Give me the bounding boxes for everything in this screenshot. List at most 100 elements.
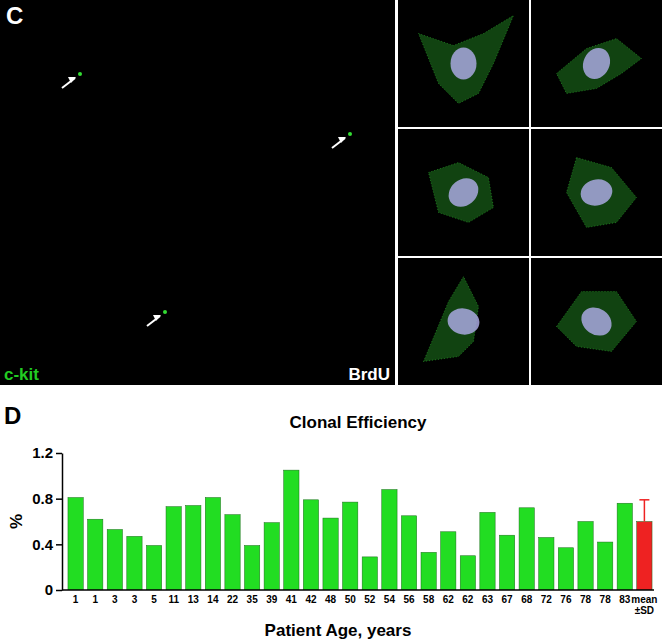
bar: [127, 536, 142, 590]
cell-body: [419, 16, 514, 104]
bar: [558, 548, 573, 590]
panel-label: C: [6, 2, 23, 29]
bar: [499, 535, 514, 590]
x-tick: 22: [227, 590, 239, 605]
bar: [441, 532, 456, 590]
x-tick: 83: [619, 590, 631, 605]
chart-title: Clonal Efficiency: [290, 413, 428, 432]
nucleus: [576, 302, 617, 342]
nucleus: [451, 48, 477, 80]
error-bar: [639, 500, 649, 522]
y-axis-line: [62, 454, 64, 591]
error-cap: [639, 499, 649, 501]
x-tick: 62: [443, 590, 455, 605]
bar: [68, 498, 83, 590]
y-tick: 0.8: [32, 490, 62, 507]
x-tick-label: 68: [521, 594, 533, 605]
cell-body: [429, 163, 494, 223]
x-tick: 58: [423, 590, 435, 605]
arrow: [332, 138, 345, 148]
x-tick: 52: [364, 590, 376, 605]
bar: [323, 518, 338, 590]
x-tick-label: 42: [305, 594, 317, 605]
panel-label: D: [4, 402, 21, 429]
bar: [421, 552, 436, 590]
y-tick: 0: [45, 581, 62, 598]
y-tick-mark: [56, 590, 62, 592]
image-tile: [531, 0, 662, 127]
x-tick: mean±SD: [631, 590, 657, 616]
x-tick: 14: [207, 590, 219, 605]
nucleus: [445, 306, 481, 337]
x-tick: 78: [600, 590, 612, 605]
y-tick-mark: [56, 453, 62, 455]
y-tick: 0.4: [32, 536, 62, 553]
bar: [598, 542, 613, 590]
cell-body: [557, 292, 637, 352]
cell-dot: [163, 310, 167, 314]
stain-label: BrdU: [348, 365, 390, 384]
x-axis: 1133511131422353941424850525456586262636…: [62, 590, 657, 616]
x-tick: 39: [266, 590, 278, 605]
x-tick: 41: [286, 590, 298, 605]
x-tick-label: 67: [502, 594, 514, 605]
bar: [637, 522, 652, 591]
arrow-head: [68, 77, 76, 83]
image-main: [0, 0, 395, 385]
bar: [244, 545, 259, 590]
bar: [460, 556, 475, 590]
x-tick-label: 72: [541, 594, 553, 605]
bar: [284, 470, 299, 590]
arrow-head: [153, 315, 161, 321]
x-tick: 50: [345, 590, 357, 605]
bar: [617, 503, 632, 590]
x-tick: 54: [384, 590, 396, 605]
x-tick: 1: [92, 590, 98, 605]
x-tick: 11: [168, 590, 179, 605]
tile-bg: [531, 129, 662, 256]
x-tick-label: mean±SD: [631, 594, 657, 616]
bar: [539, 537, 554, 590]
y-tick-label: 1.2: [32, 444, 53, 461]
bar: [382, 490, 397, 590]
cell-dot: [78, 72, 82, 76]
tile-bg: [531, 0, 662, 127]
x-tick-label: 5: [151, 594, 157, 605]
x-tick: 5: [151, 590, 157, 605]
bar: [519, 508, 534, 590]
image-tile: [398, 129, 529, 256]
x-tick: 1: [73, 590, 79, 605]
x-tick-label: 3: [112, 594, 118, 605]
bar: [343, 502, 358, 590]
x-tick-label: 54: [384, 594, 396, 605]
x-tick: 68: [521, 590, 533, 605]
bar: [146, 545, 161, 590]
x-tick-label: 50: [345, 594, 357, 605]
bar: [225, 515, 240, 590]
x-tick: 62: [462, 590, 474, 605]
bar: [186, 506, 201, 590]
x-tick-label: 1: [73, 594, 79, 605]
bar: [107, 529, 122, 590]
x-tick: 3: [132, 590, 138, 605]
x-tick-label: 1: [92, 594, 98, 605]
y-tick-mark: [56, 498, 62, 500]
bar: [401, 516, 416, 590]
x-tick: 76: [560, 590, 572, 605]
plot-area: [68, 470, 652, 590]
bar: [362, 557, 377, 590]
panel-c: Cc-kit BrdU: [0, 0, 662, 385]
x-tick-label: 83: [619, 594, 631, 605]
arrow: [147, 316, 160, 326]
stain-label: c-kit: [4, 365, 39, 384]
arrow: [62, 78, 75, 88]
nucleus: [443, 172, 484, 212]
x-tick-label: 62: [462, 594, 474, 605]
x-tick-label: 63: [482, 594, 494, 605]
x-axis-line: [62, 589, 654, 591]
bar: [264, 523, 279, 590]
y-axis: 0 0.4 0.8 1.2: [32, 444, 62, 598]
error-line: [644, 500, 646, 522]
x-tick-label: 39: [266, 594, 278, 605]
y-tick-label: 0: [45, 581, 53, 598]
